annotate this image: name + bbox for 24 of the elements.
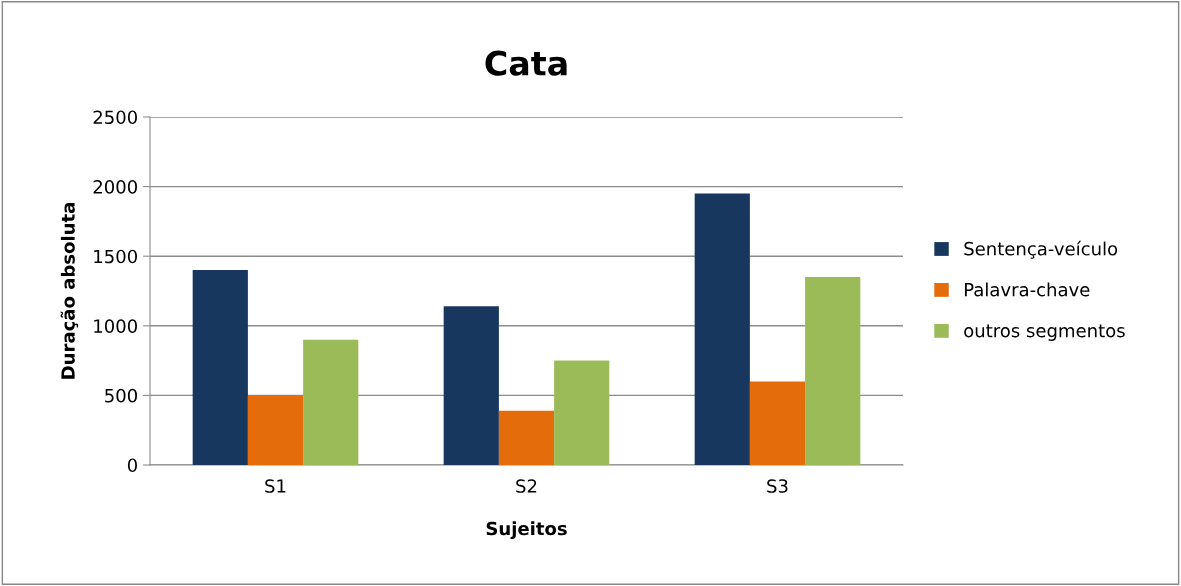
y-tick-label: 1000 — [94, 319, 137, 333]
x-tick-label: S3 — [767, 479, 788, 493]
bar — [498, 410, 555, 465]
y-tick-label: 2000 — [93, 180, 137, 194]
bar — [694, 193, 750, 465]
y-tick-label: 0 — [127, 458, 137, 473]
bar — [749, 381, 806, 465]
y-tick-label: 2500 — [93, 110, 137, 125]
bar — [192, 270, 248, 465]
legend-label: Palavra-chave — [964, 282, 1090, 297]
x-tick-label: S1 — [265, 479, 286, 493]
bar — [443, 306, 499, 465]
y-tick-label: 1500 — [94, 249, 137, 264]
y-axis-title: Duração absoluta — [60, 203, 79, 379]
x-axis-title: Sujeitos — [486, 521, 567, 539]
legend-label: Sentença-veículo — [964, 240, 1118, 259]
bar — [303, 339, 359, 465]
x-tick-label: S2 — [516, 479, 537, 493]
y-tick-label: 500 — [105, 388, 137, 403]
legend-label: outros segmentos — [964, 324, 1125, 341]
bar — [247, 395, 304, 465]
chart-title: Cata — [485, 50, 567, 76]
bar — [805, 277, 861, 465]
bar — [554, 360, 610, 465]
